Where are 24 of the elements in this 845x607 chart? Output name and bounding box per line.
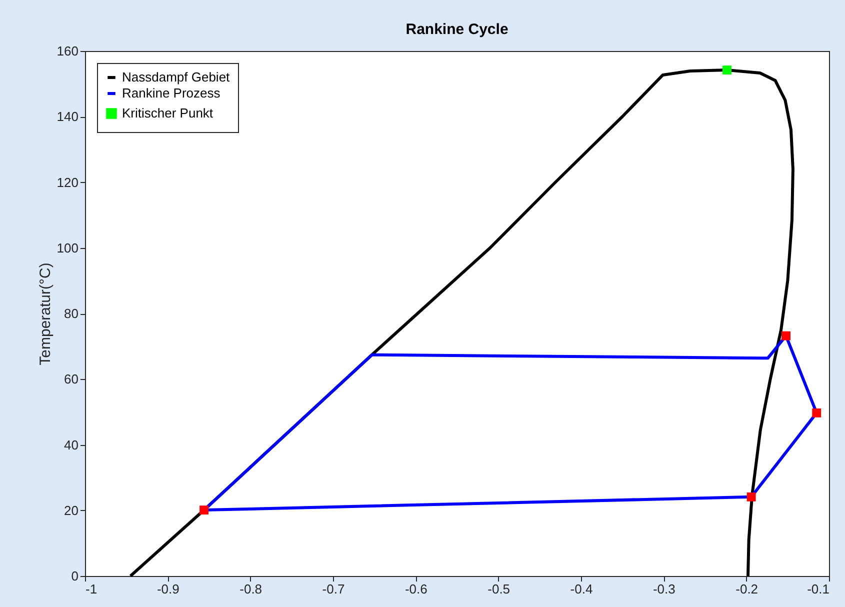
x-tick-label: -0.6 <box>404 582 428 596</box>
x-tick-label: -1 <box>86 582 98 596</box>
y-tick-label: 20 <box>64 502 78 518</box>
y-axis-title: Temperatur(°C) <box>36 262 54 366</box>
y-tick-label: 100 <box>56 240 78 256</box>
x-tick-label: -0.8 <box>240 582 262 596</box>
x-tick-label: -0.4 <box>570 582 593 596</box>
x-tick-label: -0.1 <box>807 582 830 596</box>
x-tick-label: -0.9 <box>156 582 180 596</box>
x-tick-label: -0.3 <box>652 582 676 596</box>
y-tick-label: 40 <box>64 437 78 452</box>
y-tick-label: 160 <box>56 44 78 58</box>
chart-title: Rankine Cycle <box>406 21 508 38</box>
x-tick-label: -0.2 <box>736 582 758 596</box>
legend-label: Kritischer Punkt <box>122 106 214 120</box>
legend-label: Nassdampf Gebiet <box>122 70 230 84</box>
y-tick-label: 140 <box>56 109 78 124</box>
legend-label: Rankine Prozess <box>122 86 221 100</box>
y-tick-label: 120 <box>56 174 78 190</box>
y-tick-label: 60 <box>64 372 78 387</box>
y-tick-label: 80 <box>64 306 78 321</box>
x-tick-label: -0.5 <box>488 582 510 596</box>
y-tick-label: 0 <box>71 568 78 584</box>
x-tick-label: -0.7 <box>322 582 345 596</box>
